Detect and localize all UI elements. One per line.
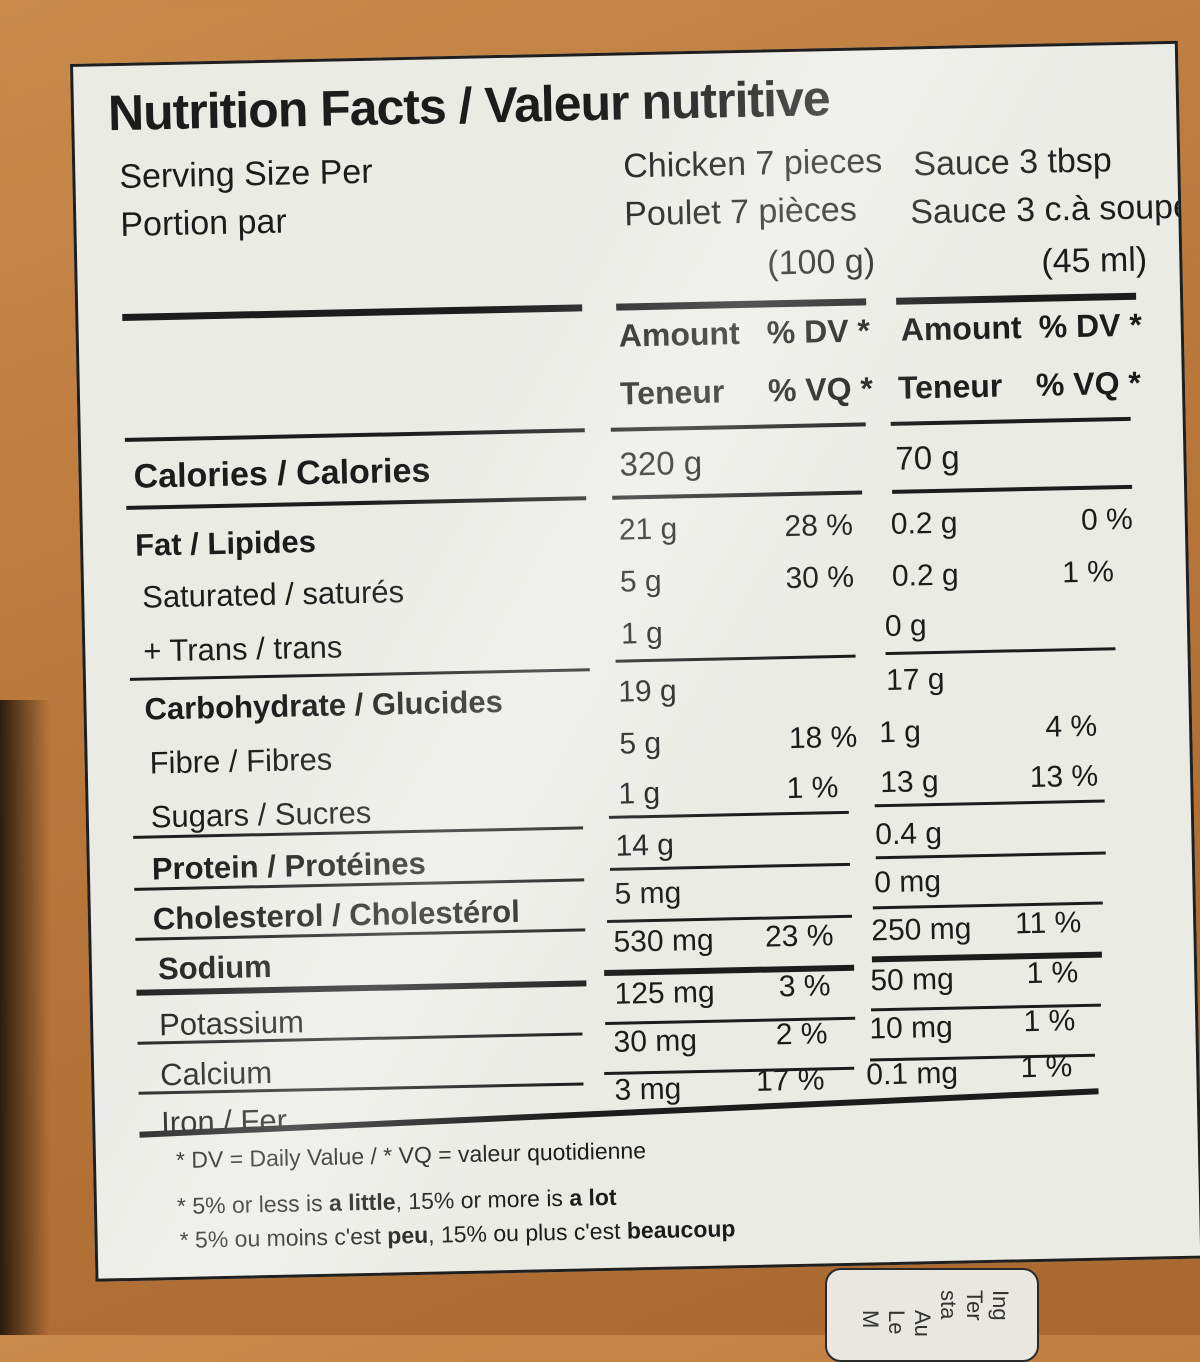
row-calcium-sauce-amount: 10 mg [869,1010,954,1046]
ingredients-text-5: Le [884,1310,909,1335]
row-sodium-name: Sodium [157,948,272,987]
ingredients-text-3: sta [936,1290,961,1320]
header-teneur-sauce: Teneur [897,367,1003,406]
header-teneur-chicken: Teneur [619,373,725,412]
rule-calories-left [126,496,587,510]
rule-header-sauce [890,416,1131,426]
row-iron-chicken-dv: 17 % [755,1063,825,1098]
row-fat-sauce-dv: 0 % [1080,502,1134,537]
footnote-daily-value: * DV = Daily Value / * VQ = valeur quoti… [175,1137,647,1174]
ingredients-text-2: Ter [962,1290,987,1321]
row-carbohydrate-name: Carbohydrate / Glucides [144,684,504,727]
rule-calories-sauce [892,484,1133,494]
row-fibre-chicken-amount: 5 g [619,726,662,761]
serving-label-en: Serving Size Per [118,152,373,196]
row-potassium-sauce-dv: 1 % [1026,956,1079,991]
serving-sauce-fr: Sauce 3 c.à soupe [909,187,1193,232]
rule-protein-sauce [875,851,1106,860]
row-iron-sauce-dv: 1 % [1020,1050,1073,1085]
row-fat-chicken-dv: 28 % [784,508,854,544]
row-cholesterol-chicken-amount: 5 mg [614,876,682,911]
thick-rule-sauce [896,292,1137,305]
row-fibre-chicken-dv: 18 % [788,720,858,756]
row-sugars-chicken-dv: 1 % [786,771,839,806]
serving-chicken-en: Chicken 7 pieces [622,142,883,186]
row-sodium-chicken-amount: 530 mg [613,923,714,959]
row-calcium-chicken-amount: 30 mg [613,1024,698,1059]
serving-sauce-volume: (45 ml) [1040,240,1148,281]
row-iron-sauce-amount: 0.1 mg [866,1056,959,1092]
row-potassium-name: Potassium [158,1004,305,1043]
row-carbohydrate-chicken-amount: 19 g [617,674,677,709]
row-fat-name: Fat / Lipides [134,523,317,563]
row-trans-name: + Trans / trans [142,629,343,669]
serving-label-fr: Portion par [119,202,288,244]
row-iron-chicken-amount: 3 mg [614,1072,682,1107]
row-trans-chicken-amount: 1 g [620,616,664,651]
row-calories-sauce-amount: 70 g [895,438,961,477]
row-fibre-sauce-amount: 1 g [878,715,922,750]
row-protein-sauce-amount: 0.4 g [874,816,943,852]
row-calories-name: Calories / Calories [133,451,431,496]
header-dv-chicken: % DV * [766,312,871,351]
ingredients-panel: Ing Ter sta Au Le M [825,1268,1039,1362]
row-fibre-name: Fibre / Fibres [149,741,333,781]
row-saturated-name: Saturated / saturés [141,574,405,615]
header-vq-chicken: % VQ * [767,370,874,409]
rule-trans-sauce [885,647,1116,656]
row-potassium-chicken-amount: 125 mg [614,975,716,1011]
row-sodium-sauce-amount: 250 mg [870,912,972,948]
header-amount-chicken: Amount [618,315,741,354]
footnote-little-lot-en: * 5% or less is a little, 15% or more is… [176,1183,617,1220]
header-vq-sauce: % VQ * [1035,364,1142,403]
row-sodium-chicken-dv: 23 % [764,919,834,954]
background-shadow [0,700,50,1335]
row-calcium-sauce-dv: 1 % [1023,1004,1076,1039]
row-calories-chicken-amount: 320 g [619,443,703,483]
row-fat-chicken-amount: 21 g [618,512,678,547]
rule-protein-chicken [609,862,850,871]
ingredients-text-6: M [858,1310,883,1329]
row-calcium-chicken-dv: 2 % [775,1017,828,1052]
row-potassium-chicken-dv: 3 % [778,969,831,1004]
rule-header-left [124,428,585,442]
row-saturated-sauce-amount: 0.2 g [891,558,959,593]
row-protein-chicken-amount: 14 g [615,828,675,863]
thick-rule-left [122,304,583,321]
nutrition-facts-label: Nutrition Facts / Valeur nutritive Servi… [70,40,1200,1282]
row-sugars-chicken-amount: 1 g [618,776,661,811]
rule-calories-chicken [612,490,863,500]
footnote-little-lot-fr: * 5% ou moins c'est peu, 15% ou plus c'e… [179,1215,736,1253]
row-saturated-chicken-amount: 5 g [619,564,663,599]
row-potassium-sauce-amount: 50 mg [870,962,955,998]
header-amount-sauce: Amount [900,309,1022,348]
rule-sugars-chicken [608,810,849,819]
row-saturated-sauce-dv: 1 % [1061,555,1115,590]
row-sugars-name: Sugars / Sucres [150,794,372,835]
serving-sauce-en: Sauce 3 tbsp [912,141,1113,184]
row-saturated-chicken-dv: 30 % [785,560,855,596]
header-dv-sauce: % DV * [1038,306,1143,345]
row-fibre-sauce-dv: 4 % [1045,709,1098,744]
row-protein-name: Protein / Protéines [151,845,427,887]
ingredients-text-4: Au [910,1310,935,1337]
serving-chicken-fr: Poulet 7 pièces [623,190,858,234]
rule-sugars-sauce [874,799,1105,808]
row-cholesterol-sauce-amount: 0 mg [873,864,942,900]
label-title: Nutrition Facts / Valeur nutritive [107,70,831,142]
row-sodium-sauce-dv: 11 % [1014,906,1082,941]
row-fat-sauce-amount: 0.2 g [890,506,958,541]
rule-trans-left [129,668,590,681]
rule-header-chicken [610,422,866,432]
row-sugars-sauce-amount: 13 g [879,764,939,800]
rule-trans-chicken [615,654,856,663]
row-trans-sauce-amount: 0 g [884,609,928,644]
thick-rule-chicken [616,298,867,311]
row-carbohydrate-sauce-amount: 17 g [885,662,945,698]
ingredients-text-1: Ing [988,1290,1013,1321]
row-sugars-sauce-dv: 13 % [1029,759,1099,795]
row-calcium-name: Calcium [159,1054,273,1093]
serving-chicken-weight: (100 g) [766,242,876,283]
